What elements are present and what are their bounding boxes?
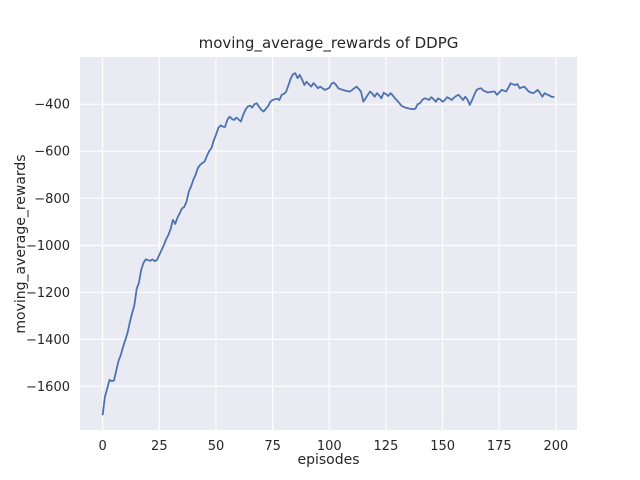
y-axis-label: moving_average_rewards — [13, 154, 29, 334]
x-tick-label: 0 — [99, 439, 107, 454]
x-tick-label: 50 — [208, 439, 225, 454]
y-tick-label: −1200 — [26, 286, 70, 301]
y-tick-label: −1600 — [26, 380, 70, 395]
x-tick-label: 150 — [430, 439, 455, 454]
y-tick-label: −800 — [34, 192, 70, 207]
plot-area — [80, 57, 577, 430]
series-line-moving_average_rewards — [101, 72, 555, 416]
x-tick-label: 100 — [317, 439, 342, 454]
x-tick-label: 75 — [264, 439, 281, 454]
y-tick-label: −400 — [34, 98, 70, 113]
y-tick-label: −1000 — [26, 239, 70, 254]
x-tick-label: 125 — [374, 439, 399, 454]
x-tick-label: 200 — [544, 439, 569, 454]
x-axis-label: episodes — [297, 452, 360, 468]
x-tick-label: 175 — [487, 439, 512, 454]
chart-title: moving_average_rewards of DDPG — [198, 34, 459, 52]
y-tick-label: −600 — [34, 145, 70, 160]
x-tick-label: 25 — [151, 439, 168, 454]
y-tick-label: −1400 — [26, 333, 70, 348]
